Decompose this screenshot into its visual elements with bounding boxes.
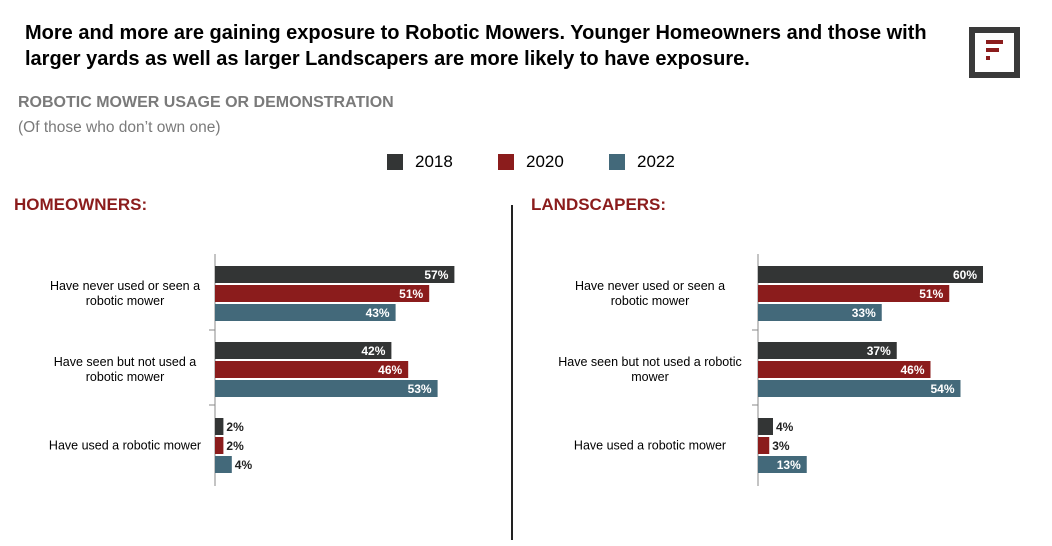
homeowners-data-label: 2%	[226, 439, 244, 453]
landscapers-data-label: 60%	[953, 268, 977, 282]
landscapers-data-label: 33%	[852, 306, 876, 320]
homeowners-bar-2020	[215, 437, 224, 454]
homeowners-panel-title: HOMEOWNERS:	[14, 195, 148, 214]
landscapers-data-label: 4%	[776, 420, 794, 434]
landscapers-data-label: 13%	[777, 458, 801, 472]
homeowners-data-label: 2%	[226, 420, 244, 434]
homeowners-category-label: Have seen but not used a robotic mower	[54, 355, 197, 384]
landscapers-data-label: 46%	[900, 363, 924, 377]
homeowners-data-label: 4%	[235, 458, 253, 472]
legend-label-2022: 2022	[637, 152, 675, 171]
landscapers-bar-2022	[758, 380, 961, 397]
homeowners-chart: Have never used or seen a robotic mower Ha…	[49, 254, 455, 486]
homeowners-bar-2022	[215, 456, 232, 473]
landscapers-bar-2022	[758, 304, 882, 321]
panel-divider	[511, 205, 513, 540]
legend-swatch-2020	[498, 154, 514, 170]
landscapers-category-label: Have never used or seen a robotic mower	[575, 279, 725, 308]
homeowners-data-label: 53%	[408, 382, 432, 396]
homeowners-data-label: 43%	[366, 306, 390, 320]
landscapers-data-label: 3%	[772, 439, 790, 453]
headline: More and more are gaining exposure to Ro…	[25, 22, 927, 70]
homeowners-bar-2020	[215, 285, 430, 302]
landscapers-bar-2018	[758, 266, 983, 283]
brand-logo	[969, 27, 1020, 78]
landscapers-bar-2022	[758, 456, 807, 473]
landscapers-bar-2018	[758, 418, 773, 435]
homeowners-data-label: 51%	[399, 287, 423, 301]
chart-subnote: (Of those who don’t own one)	[18, 119, 221, 136]
homeowners-bar-2018	[215, 342, 392, 359]
chart-subtitle: ROBOTIC MOWER USAGE OR DEMONSTRATION	[18, 94, 394, 111]
landscapers-panel-title: LANDSCAPERS:	[531, 195, 667, 214]
landscapers-bar-2020	[758, 285, 950, 302]
logo-f-icon	[986, 40, 1003, 60]
homeowners-bar-2020	[215, 361, 409, 378]
homeowners-bar-2022	[215, 380, 438, 397]
landscapers-bar-2020	[758, 437, 770, 454]
legend-label-2020: 2020	[526, 152, 564, 171]
homeowners-bar-2018	[215, 418, 224, 435]
landscapers-category-label: Have seen but not used a robotic mower	[558, 355, 741, 384]
homeowners-bar-2018	[215, 266, 455, 283]
landscapers-category-label: Have used a robotic mower	[574, 439, 726, 453]
homeowners-bar-2022	[215, 304, 396, 321]
homeowners-data-label: 46%	[378, 363, 402, 377]
legend-swatch-2022	[609, 154, 625, 170]
landscapers-data-label: 54%	[930, 382, 954, 396]
homeowners-category-label: Have used a robotic mower	[49, 439, 201, 453]
landscapers-bar-2020	[758, 361, 931, 378]
legend-swatch-2018	[387, 154, 403, 170]
homeowners-category-label: Have never used or seen a robotic mower	[50, 279, 200, 308]
landscapers-data-label: 37%	[867, 344, 891, 358]
landscapers-bar-2018	[758, 342, 897, 359]
homeowners-data-label: 42%	[361, 344, 385, 358]
homeowners-data-label: 57%	[424, 268, 448, 282]
landscapers-data-label: 51%	[919, 287, 943, 301]
legend-label-2018: 2018	[415, 152, 453, 171]
